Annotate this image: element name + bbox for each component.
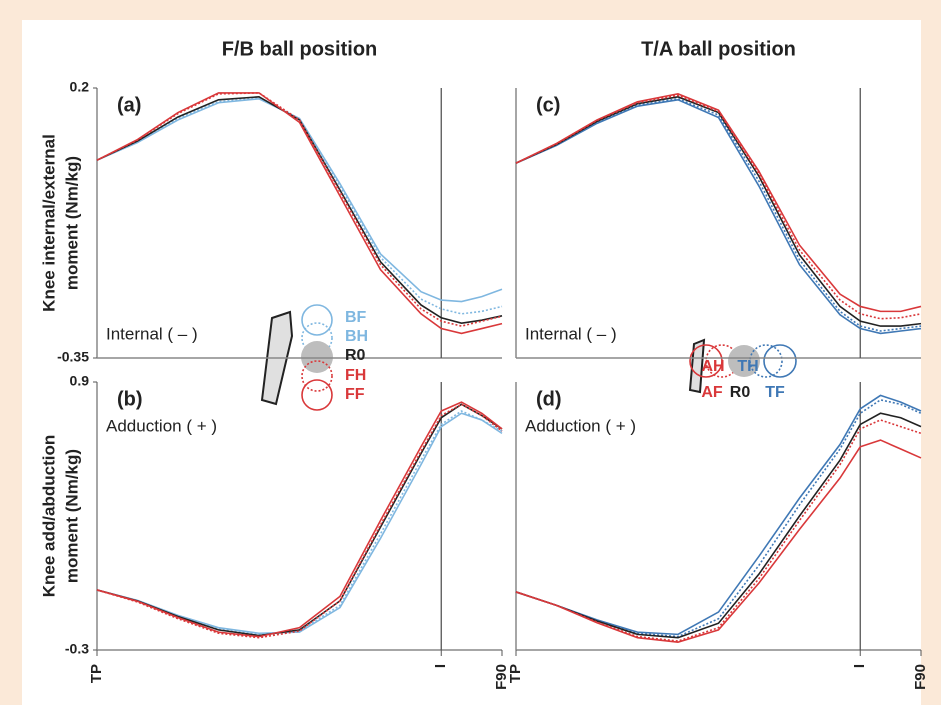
legend-label: FH (345, 367, 366, 384)
legend-label: AH (701, 358, 724, 375)
series-line (96, 92, 503, 327)
legend-label: TF (765, 384, 785, 401)
panel-title: T/A ball position (641, 38, 796, 60)
ball-icon (301, 379, 333, 411)
x-tick-label: F90 (493, 664, 510, 690)
legend-label: AF (701, 384, 723, 401)
ball-icon (763, 344, 797, 378)
series-line (515, 419, 922, 642)
y-tick-label: -0.35 (57, 349, 89, 365)
ball-icon (301, 304, 333, 336)
series-line (515, 93, 922, 313)
x-tick-label: F90 (912, 664, 929, 690)
series-line (96, 96, 503, 324)
y-axis-label: Knee internal/external (39, 134, 58, 312)
series-line (515, 96, 922, 327)
x-tick-label: TP (88, 664, 105, 683)
panel-label: (d) (536, 388, 562, 410)
ball-icon (749, 344, 783, 378)
ball-icon (301, 341, 333, 373)
x-tick-label: I (851, 664, 868, 668)
annotation: Adduction ( + ) (525, 416, 636, 435)
legend-icon-ta (688, 338, 797, 394)
series-line (96, 403, 503, 639)
series-line (515, 98, 922, 335)
ball-icon (301, 322, 333, 354)
y-tick-label: -0.3 (65, 641, 89, 657)
series-line (515, 97, 922, 332)
legend-label: FF (345, 386, 365, 403)
legend-label: R0 (730, 384, 751, 401)
series-line (96, 92, 503, 335)
series-line (96, 97, 503, 303)
panel-label: (c) (536, 94, 560, 116)
y-axis-label: moment (Nm/kg) (62, 449, 81, 583)
legend-label: R0 (345, 347, 366, 364)
figure-background (22, 20, 921, 705)
y-tick-label: 0.9 (70, 373, 90, 389)
y-tick-label: 0.2 (70, 79, 90, 95)
legend-label: TH (737, 358, 758, 375)
panel-label: (a) (117, 94, 141, 116)
panel-title: F/B ball position (222, 38, 378, 60)
annotation: Adduction ( + ) (106, 416, 217, 435)
legend-label: BH (345, 328, 368, 345)
x-tick-label: TP (507, 664, 524, 683)
series-line (515, 412, 922, 639)
series-line (96, 401, 503, 638)
series-line (515, 439, 922, 643)
y-axis-label: Knee add/abduction (39, 435, 58, 597)
legend-label: BF (345, 309, 367, 326)
ball-icon (689, 344, 723, 378)
annotation: Internal ( – ) (106, 324, 198, 343)
panel-label: (b) (117, 388, 143, 410)
annotation: Internal ( – ) (525, 324, 617, 343)
ball-icon (301, 360, 333, 392)
x-tick-label: I (432, 664, 449, 668)
y-axis-label: moment (Nm/kg) (62, 156, 81, 290)
club-icon (688, 338, 706, 394)
